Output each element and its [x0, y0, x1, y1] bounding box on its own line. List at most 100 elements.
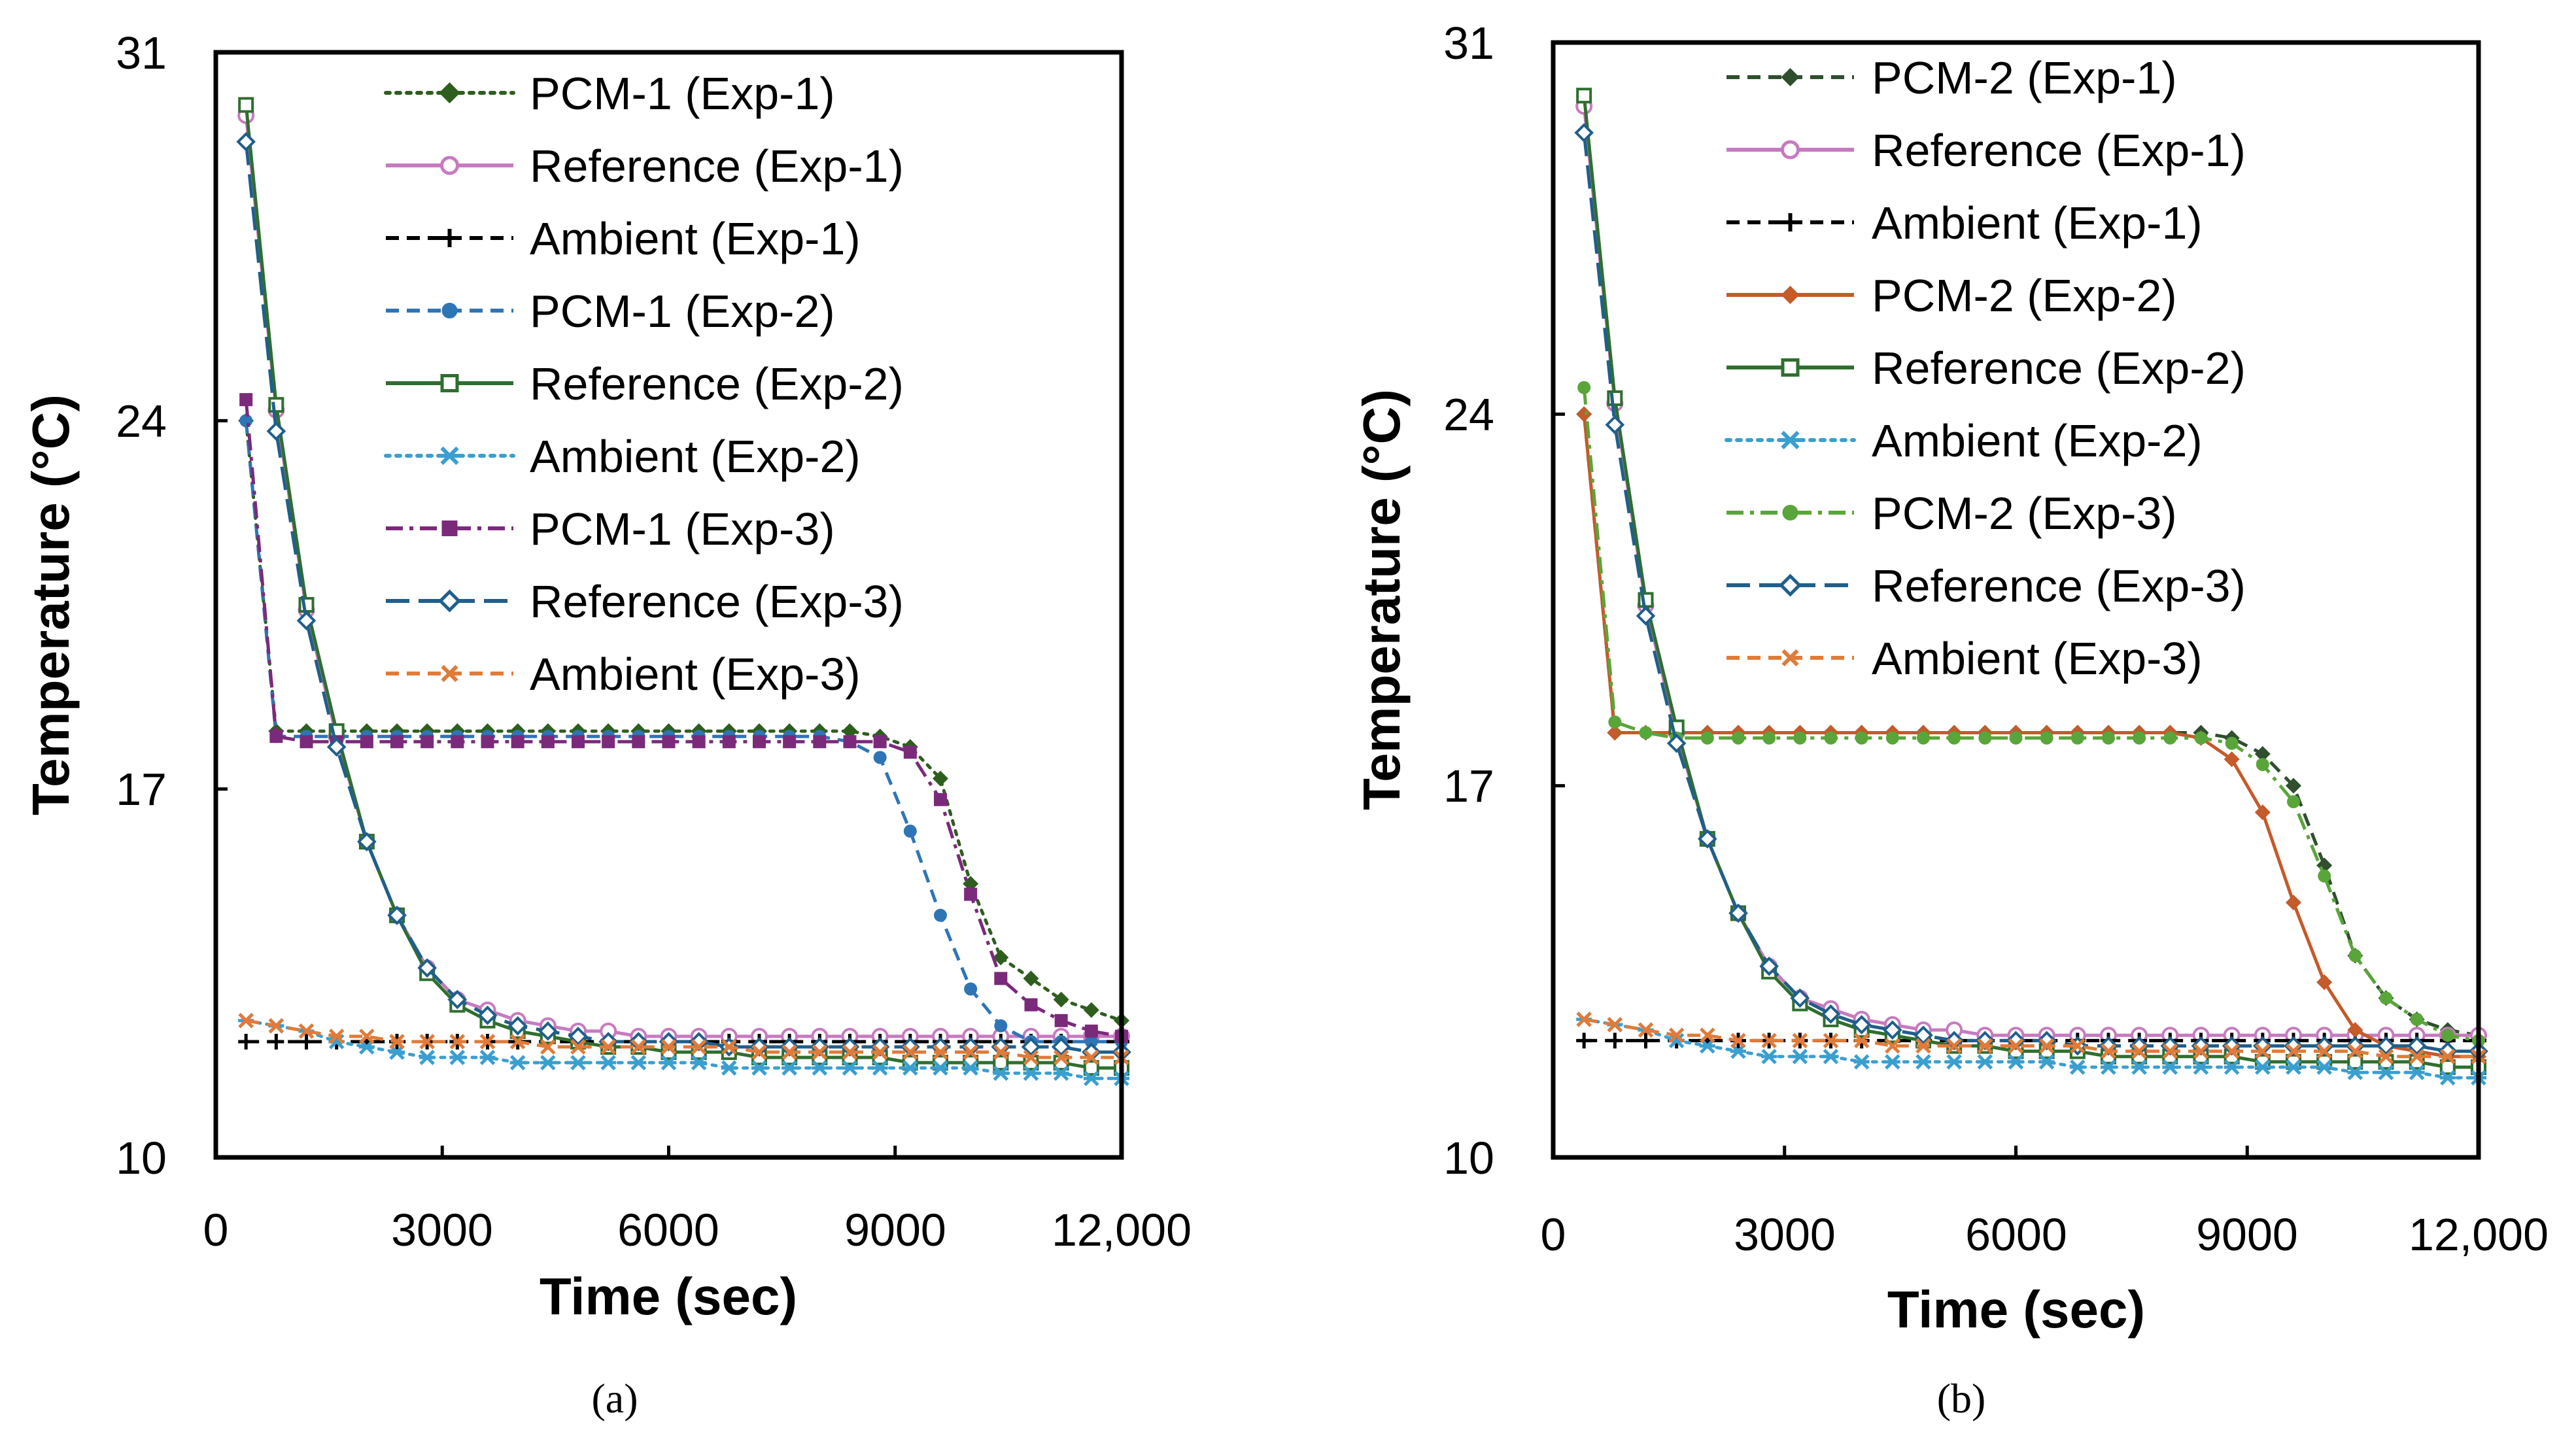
- data-point: [2347, 1043, 2363, 1059]
- data-point: [1053, 1050, 1069, 1065]
- series: [1576, 1012, 2486, 1065]
- data-point: [1855, 731, 1868, 745]
- panel-a-plot-area: [214, 50, 1131, 1159]
- data-point: [2009, 731, 2023, 745]
- data-point: [2347, 1065, 2363, 1080]
- legend-entry-label: PCM-2 (Exp-1): [1872, 52, 2177, 103]
- data-point: [691, 1039, 707, 1055]
- series-line: [244, 399, 1122, 1038]
- data-point: [2225, 736, 2239, 750]
- data-point: [326, 737, 347, 757]
- data-point: [570, 1039, 586, 1055]
- data-point: [933, 1060, 948, 1076]
- data-point: [1023, 970, 1039, 987]
- legend-marker: [440, 446, 459, 466]
- data-point: [2038, 1038, 2055, 1054]
- legend-marker: [1778, 573, 1802, 597]
- data-point: [903, 745, 917, 759]
- data-point: [1084, 1050, 1099, 1065]
- data-point: [2318, 869, 2331, 883]
- data-point: [991, 1037, 1011, 1057]
- legend-marker: [1781, 430, 1800, 450]
- legend-entry-label: Reference (Exp-2): [530, 358, 904, 409]
- data-point: [1666, 733, 1687, 753]
- data-point: [2194, 731, 2208, 745]
- legend-entry-label: Ambient (Exp-3): [1872, 633, 2203, 684]
- panel-a-x-tick-label: 3000: [391, 1204, 493, 1255]
- panel-a-y-tick-label: 10: [116, 1133, 167, 1184]
- data-point: [390, 735, 404, 749]
- data-point: [507, 1016, 528, 1036]
- legend-marker: [1781, 213, 1800, 231]
- data-point: [2286, 777, 2301, 794]
- data-point: [1574, 123, 1594, 143]
- data-point: [2410, 1012, 2424, 1026]
- data-point: [2255, 1043, 2271, 1059]
- panel-b-caption: (b): [1937, 1375, 1986, 1422]
- data-point: [963, 1060, 979, 1076]
- data-point: [2345, 1036, 2365, 1056]
- data-point: [1577, 381, 1591, 394]
- data-point: [964, 982, 978, 996]
- data-point: [933, 1044, 948, 1060]
- data-point: [2286, 1059, 2301, 1075]
- legend-marker: [1781, 358, 1800, 377]
- data-point: [2254, 745, 2271, 762]
- data-point: [1732, 731, 1745, 745]
- data-point: [1853, 1033, 1870, 1049]
- data-point: [2378, 1048, 2394, 1065]
- data-point: [2162, 1059, 2178, 1075]
- data-point: [359, 1029, 375, 1044]
- data-point: [1608, 715, 1622, 729]
- data-point: [783, 735, 797, 749]
- data-point: [993, 1065, 1009, 1082]
- series-line: [244, 420, 1122, 1044]
- data-point: [1576, 1012, 1592, 1027]
- data-point: [570, 1055, 586, 1070]
- legend-marker: [441, 303, 458, 318]
- legend-entry-label: PCM-1 (Exp-1): [530, 68, 835, 119]
- data-point: [451, 735, 464, 749]
- data-point: [872, 1044, 888, 1060]
- data-point: [810, 1037, 830, 1057]
- data-point: [1917, 731, 1930, 745]
- data-point: [1638, 1022, 1654, 1038]
- data-point: [511, 735, 524, 749]
- data-point: [1821, 1004, 1841, 1024]
- series-line: [1582, 387, 2479, 1042]
- data-point: [2256, 758, 2269, 772]
- data-point: [963, 1044, 978, 1060]
- data-point: [2193, 1043, 2209, 1059]
- panel-a-y-tick-label: 31: [116, 27, 167, 78]
- data-point: [1914, 1025, 1933, 1046]
- data-point: [1792, 1048, 1808, 1065]
- data-point: [1730, 1033, 1746, 1049]
- data-point: [1698, 829, 1717, 849]
- panel-b-x-tick-label: 3000: [1734, 1209, 1836, 1260]
- legend-entry-label: Reference (Exp-3): [530, 576, 904, 627]
- data-point: [903, 825, 917, 838]
- data-point: [2069, 1059, 2086, 1075]
- data-point: [993, 949, 1009, 966]
- data-point: [538, 1021, 558, 1041]
- data-point: [1700, 731, 1714, 745]
- data-point: [1823, 1033, 1839, 1049]
- data-point: [1946, 1054, 1963, 1070]
- data-point: [449, 1050, 466, 1065]
- data-point: [2038, 1054, 2055, 1070]
- data-point: [268, 1033, 284, 1050]
- panel-b-y-tick-label: 17: [1443, 760, 1494, 811]
- data-point: [2316, 1059, 2333, 1075]
- data-point: [2316, 974, 2333, 991]
- data-point: [2409, 1048, 2425, 1065]
- data-point: [1915, 1038, 1931, 1054]
- data-point: [753, 735, 766, 749]
- data-point: [2224, 1043, 2240, 1059]
- data-point: [692, 735, 706, 749]
- data-point: [481, 735, 494, 749]
- legend-marker: [440, 229, 459, 247]
- data-point: [1790, 988, 1810, 1008]
- data-point: [1024, 998, 1038, 1012]
- legend-marker: [440, 156, 459, 175]
- data-point: [1021, 1037, 1041, 1057]
